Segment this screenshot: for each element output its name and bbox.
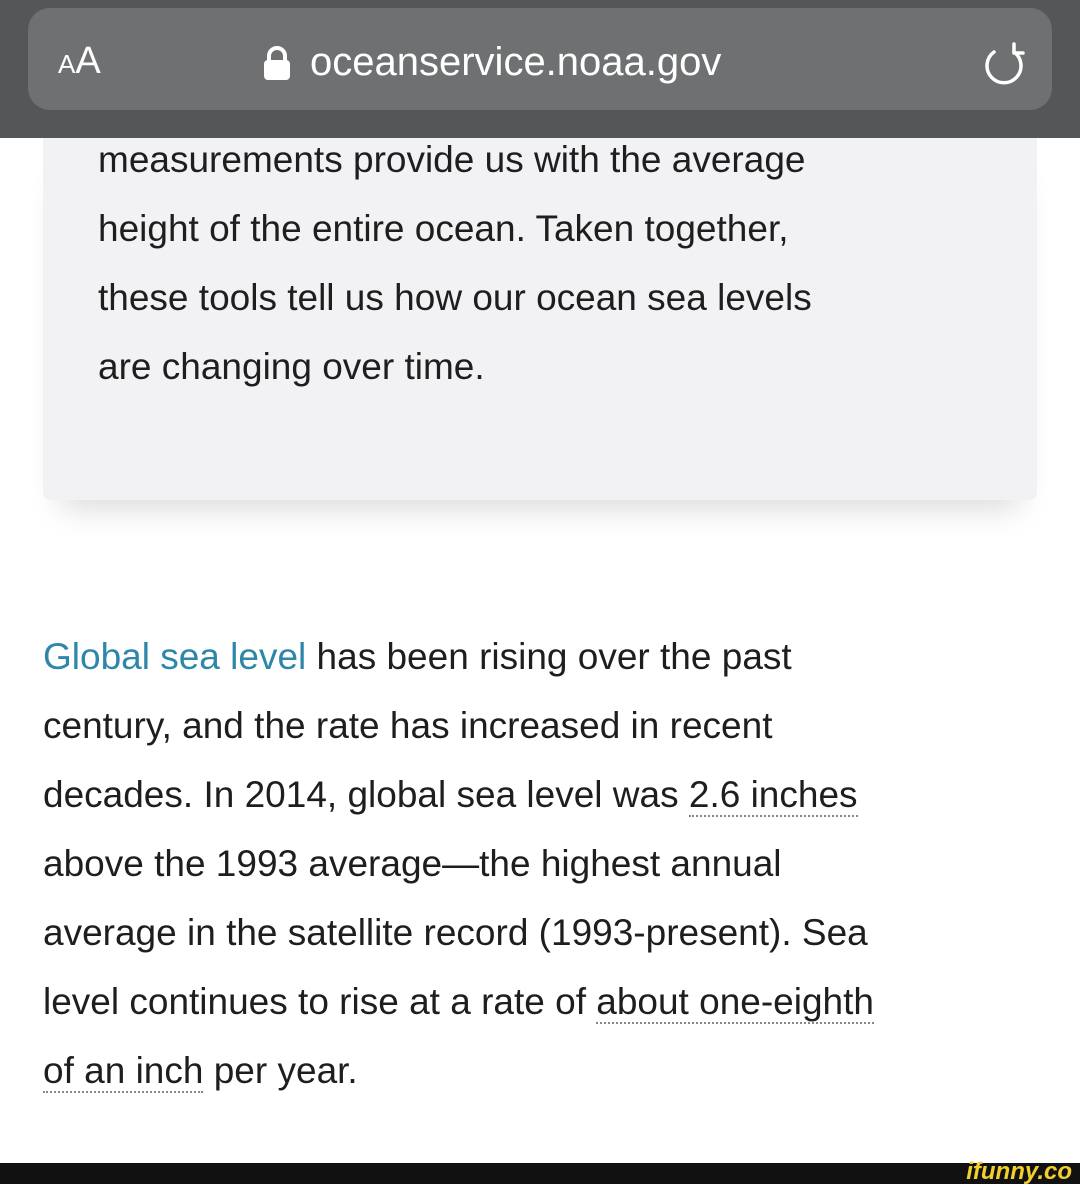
text: level continues to rise at a rate of	[43, 981, 597, 1022]
text-size-button[interactable]: AA	[58, 40, 101, 82]
paragraph-line: level continues to rise at a rate of abo…	[43, 979, 874, 1025]
paragraph-line: decades. In 2014, global sea level was 2…	[43, 772, 858, 818]
glossary-term: of an inch	[43, 1050, 204, 1093]
lock-icon	[264, 46, 290, 80]
glossary-term: 2.6 inches	[688, 774, 858, 817]
paragraph-line: of an inch per year.	[43, 1048, 358, 1094]
card-line: measurements provide us with the average	[98, 139, 806, 180]
text: per year.	[203, 1050, 358, 1091]
watermark: ifunny.co	[966, 1158, 1072, 1185]
paragraph-line: century, and the rate has increased in r…	[43, 703, 772, 749]
reload-button[interactable]	[980, 40, 1028, 90]
url[interactable]: oceanservice.noaa.gov	[310, 40, 722, 84]
text: average in the satellite record (1993-pr…	[43, 912, 868, 953]
address-field[interactable]	[28, 8, 1052, 110]
glossary-term: about one-eighth	[596, 981, 874, 1024]
card-line: height of the entire ocean. Taken togeth…	[98, 208, 789, 249]
text: century, and the rate has increased in r…	[43, 705, 773, 746]
paragraph-line: Global sea level has been rising over th…	[43, 634, 792, 680]
link[interactable]: Global sea level	[43, 636, 307, 677]
text: decades. In 2014, global sea level was	[43, 774, 689, 815]
info-card	[43, 138, 1037, 500]
paragraph-line: above the 1993 average—the highest annua…	[43, 841, 782, 887]
browser-bar: AA oceanservice.noaa.gov	[0, 0, 1080, 138]
card-line: are changing over time.	[98, 346, 485, 387]
card-line: these tools tell us how our ocean sea le…	[98, 277, 812, 318]
paragraph-line: average in the satellite record (1993-pr…	[43, 910, 868, 956]
watermark-bar	[0, 1163, 1080, 1184]
text: above the 1993 average—the highest annua…	[43, 843, 782, 884]
text: has been rising over the past	[306, 636, 792, 677]
